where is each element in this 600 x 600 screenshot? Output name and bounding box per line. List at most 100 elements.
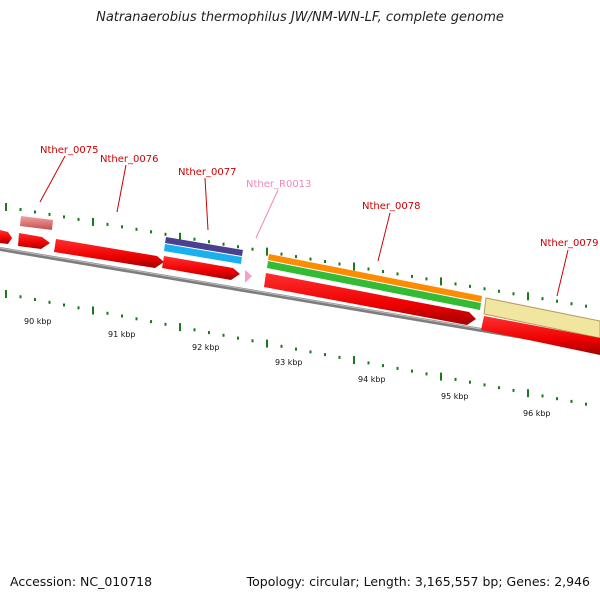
feature-bar-0077-purple[interactable] [165, 237, 243, 256]
outer-tick [440, 277, 442, 286]
gene-label-0076[interactable]: Nther_0076 [100, 154, 158, 165]
inner-tick [135, 317, 138, 321]
inner-tick [324, 353, 326, 357]
inner-tick [251, 339, 254, 343]
outer-tick [411, 274, 413, 278]
inner-tick [483, 383, 486, 387]
feature-bar-0079[interactable] [483, 297, 600, 339]
cds-arrow-0074[interactable] [0, 230, 12, 244]
outer-tick [77, 217, 80, 221]
outer-tick [396, 272, 399, 276]
outer-tick [48, 212, 51, 216]
feature-bar-0078-orange[interactable] [268, 254, 482, 302]
inner-tick [193, 328, 196, 332]
inner-tick [541, 394, 544, 398]
inner-tick [396, 366, 399, 370]
kbp-label-91: 91 kbp [108, 330, 136, 339]
inner-tick [19, 295, 22, 299]
outer-tick [512, 292, 515, 296]
gene-label-0075[interactable]: Nther_0075 [40, 145, 98, 156]
gene-labels: Nther_0075 Nther_0076 Nther_0077 Nther_R… [40, 145, 598, 249]
inner-tick [92, 306, 94, 315]
outer-tick [425, 277, 428, 281]
feature-track [20, 216, 600, 339]
outer-tick [251, 247, 254, 251]
cds-arrow-0075[interactable] [18, 233, 50, 249]
outer-tick [34, 210, 36, 214]
inner-tick [367, 361, 370, 365]
outer-tick [106, 222, 109, 226]
inner-tick [280, 344, 283, 348]
inner-tick [77, 306, 80, 310]
cds-arrow-0079[interactable] [481, 316, 600, 355]
inner-tick [382, 364, 384, 368]
inner-tick [150, 320, 152, 324]
kbp-label-96: 96 kbp [523, 409, 551, 418]
outer-tick [164, 232, 167, 236]
inner-tick [527, 389, 529, 398]
inner-tick [106, 311, 109, 315]
outer-tick [266, 247, 268, 256]
outer-tick [353, 262, 355, 271]
outer-tick [556, 299, 558, 303]
outer-tick [19, 208, 22, 211]
outer-tick [150, 230, 152, 234]
inner-tick [440, 372, 442, 381]
outer-tick [121, 225, 123, 229]
outer-tick [63, 215, 65, 219]
kbp-label-94: 94 kbp [358, 375, 386, 384]
inner-tick [266, 339, 268, 348]
outer-tick [237, 245, 239, 249]
inner-tick-ring [5, 290, 587, 406]
inner-tick [309, 350, 312, 354]
outer-tick [570, 302, 573, 306]
cds-arrow-0077[interactable] [162, 256, 240, 280]
inner-tick [63, 303, 65, 307]
outer-tick [5, 203, 7, 211]
outer-tick [208, 240, 210, 244]
inner-tick [121, 314, 123, 318]
inner-tick [585, 402, 587, 406]
rna-arrow-R0013[interactable] [245, 270, 252, 283]
outer-tick [483, 287, 486, 291]
feature-bar-0078-green[interactable] [267, 261, 481, 310]
feature-bar-0075[interactable] [20, 216, 53, 230]
gene-label-0078[interactable]: Nther_0078 [362, 201, 420, 212]
inner-tick [498, 386, 500, 390]
kbp-label-90: 90 kbp [24, 317, 52, 326]
outer-tick [585, 304, 587, 308]
outer-tick [324, 260, 326, 263]
callout-lines [39, 155, 569, 297]
inner-tick [469, 380, 471, 384]
gene-label-R0013[interactable]: Nther_R0013 [246, 179, 311, 190]
outer-tick [498, 289, 500, 293]
inner-tick [208, 331, 210, 335]
gene-label-0079[interactable]: Nther_0079 [540, 238, 598, 249]
genome-summary-text: Topology: circular; Length: 3,165,557 bp… [246, 574, 590, 589]
kbp-label-92: 92 kbp [192, 343, 220, 352]
outer-tick [541, 297, 544, 301]
inner-tick [353, 356, 355, 365]
outer-tick [469, 284, 471, 288]
cds-arrow-0076[interactable] [54, 239, 164, 268]
gene-label-0077[interactable]: Nther_0077 [178, 167, 236, 178]
outer-tick-ring [5, 203, 587, 308]
outer-tick [527, 292, 529, 301]
inner-tick [237, 336, 239, 340]
inner-tick [222, 333, 225, 337]
inner-tick [338, 355, 341, 359]
inner-tick [425, 372, 428, 376]
outer-tick [179, 232, 181, 241]
outer-tick [367, 267, 370, 271]
accession-text: Accession: NC_010718 [10, 574, 153, 589]
inner-tick [48, 300, 51, 304]
kbp-label-95: 95 kbp [441, 392, 469, 401]
feature-bar-0077-blue[interactable] [164, 244, 242, 264]
inner-tick [411, 369, 413, 373]
outer-tick [295, 255, 297, 259]
inner-tick [179, 323, 181, 332]
inner-tick [5, 290, 7, 298]
cds-arrow-0078[interactable] [264, 273, 476, 325]
outer-tick [193, 237, 196, 241]
